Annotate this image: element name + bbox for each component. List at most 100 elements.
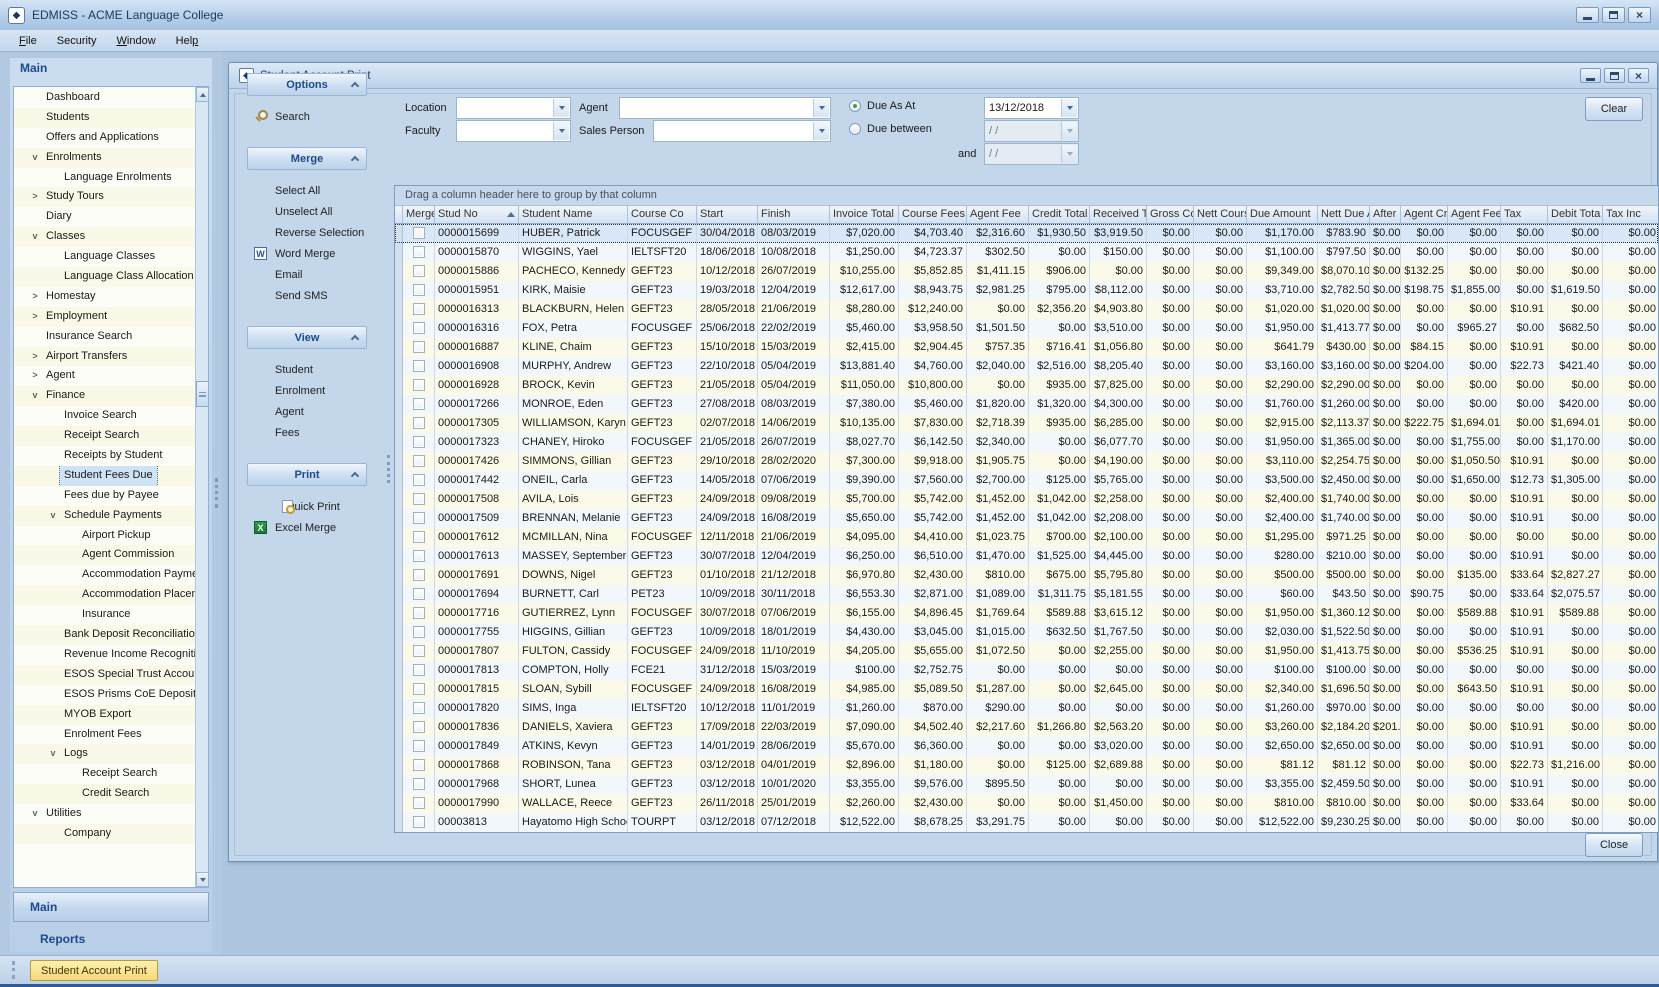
tree-item-study-tours[interactable]: > Study Tours — [14, 187, 208, 208]
column-header-merge[interactable]: Merge — [403, 206, 435, 223]
merge-checkbox[interactable] — [412, 227, 425, 239]
panel-item-quick-print[interactable]: Quick Print — [247, 496, 367, 517]
menu-help[interactable]: Help — [175, 34, 199, 47]
tree-item-schedule-payments[interactable]: v Schedule Payments — [14, 505, 208, 526]
tree-item-company[interactable]: Company — [14, 823, 208, 844]
panel-item-enrolment[interactable]: Enrolment — [247, 380, 367, 401]
clear-button[interactable]: Clear — [1585, 97, 1643, 121]
tree-item-utilities[interactable]: v Utilities — [14, 804, 208, 824]
tree-item-homestay[interactable]: > Homestay — [14, 287, 208, 307]
merge-checkbox[interactable] — [412, 341, 425, 353]
panel-item-fees[interactable]: Fees — [247, 422, 367, 443]
merge-checkbox[interactable] — [412, 436, 425, 448]
merge-checkbox[interactable] — [412, 626, 425, 638]
merge-checkbox[interactable] — [412, 512, 425, 524]
close-form-button[interactable]: Close — [1585, 833, 1643, 857]
scrollbar-thumb[interactable] — [196, 381, 208, 407]
column-header-course-co[interactable]: Course Co — [628, 206, 697, 223]
tree-item-receipt-search[interactable]: Receipt Search — [14, 426, 208, 447]
merge-checkbox[interactable] — [412, 702, 425, 714]
merge-checkbox[interactable] — [412, 379, 425, 391]
table-row[interactable]: 0000016928 BROCK, Kevin GEFT23 21/05/2018 05… — [395, 376, 1658, 395]
table-row[interactable]: 0000016908 MURPHY, Andrew GEFT23 22/10/2018… — [395, 357, 1658, 376]
table-row[interactable]: 0000017426 SIMMONS, Gillian GEFT23 29/10/20… — [395, 452, 1658, 471]
panel-item-send-sms[interactable]: Send SMS — [247, 285, 367, 306]
tree-item-accommodation-payment[interactable]: Accommodation Payment — [14, 565, 208, 585]
merge-checkbox[interactable] — [412, 360, 425, 372]
tree-item-classes[interactable]: v Classes — [14, 227, 208, 248]
merge-checkbox[interactable] — [412, 588, 425, 600]
tree-item-bank-deposit-reconciliation[interactable]: Bank Deposit Reconciliation — [14, 625, 208, 645]
panel-item-excel-merge[interactable]: Excel Merge — [247, 517, 367, 538]
table-row[interactable]: 0000017820 SIMS, Inga IELTSFT20 10/12/2018 1… — [395, 699, 1658, 718]
tree-item-finance[interactable]: v Finance — [14, 386, 208, 407]
group-by-band[interactable]: Drag a column header here to group by th… — [395, 186, 1658, 206]
tree-item-language-class-allocation[interactable]: Language Class Allocation — [14, 267, 208, 287]
table-row[interactable]: 0000016316 FOX, Petra FOCUSGEF 25/06/2018 22… — [395, 319, 1658, 338]
table-row[interactable]: 0000017807 FULTON, Cassidy FOCUSGEF 24/09/2… — [395, 642, 1658, 661]
column-header-agent-fee[interactable]: Agent Fee — [1448, 206, 1501, 223]
panel-splitter[interactable] — [387, 455, 390, 483]
tree-scrollbar[interactable] — [195, 87, 208, 887]
tree-item-credit-search[interactable]: Credit Search — [14, 784, 208, 805]
table-row[interactable]: 0000017442 ONEIL, Carla GEFT23 14/05/2018 07… — [395, 471, 1658, 490]
panel-header-view[interactable]: View — [247, 326, 367, 349]
tree-item-fees-due-by-payee[interactable]: Fees due by Payee — [14, 486, 208, 506]
table-row[interactable]: 0000017716 GUTIERREZ, Lynn FOCUSGEF 30/07/2… — [395, 604, 1658, 623]
column-header-course-fees[interactable]: Course Fees — [899, 206, 967, 223]
table-row[interactable]: 0000017694 BURNETT, Carl PET23 10/09/2018 30… — [395, 585, 1658, 604]
merge-checkbox[interactable] — [412, 531, 425, 543]
merge-checkbox[interactable] — [412, 246, 425, 258]
column-header-nett-cours[interactable]: Nett Cours — [1194, 206, 1247, 223]
child-restore-button[interactable] — [1604, 68, 1625, 83]
tree-item-airport-pickup[interactable]: Airport Pickup — [14, 526, 208, 546]
table-row[interactable]: 0000017305 WILLIAMSON, Karyn GEFT23 02/07/2… — [395, 414, 1658, 433]
merge-checkbox[interactable] — [412, 721, 425, 733]
table-row[interactable]: 0000017849 ATKINS, Kevyn GEFT23 14/01/2019 2… — [395, 737, 1658, 756]
merge-checkbox[interactable] — [412, 759, 425, 771]
tree-item-receipts-by-student[interactable]: Receipts by Student — [14, 446, 208, 466]
merge-checkbox[interactable] — [412, 645, 425, 657]
merge-checkbox[interactable] — [412, 797, 425, 809]
sales-person-select[interactable] — [653, 120, 831, 142]
table-row[interactable]: 0000016887 KLINE, Chaim GEFT23 15/10/2018 15… — [395, 338, 1658, 357]
tree-item-logs[interactable]: v Logs — [14, 744, 208, 765]
tree-item-enrolments[interactable]: v Enrolments — [14, 147, 208, 168]
table-row[interactable]: 0000017266 MONROE, Eden GEFT23 27/08/2018 08… — [395, 395, 1658, 414]
panel-item-reverse-selection[interactable]: Reverse Selection — [247, 222, 367, 243]
menu-window[interactable]: Window — [116, 34, 156, 47]
open-window-tab[interactable]: Student Account Print — [30, 960, 158, 981]
merge-checkbox[interactable] — [412, 398, 425, 410]
merge-checkbox[interactable] — [412, 284, 425, 296]
table-row[interactable]: 0000017323 CHANEY, Hiroko FOCUSGEF 21/05/20… — [395, 433, 1658, 452]
due-as-at-radio[interactable] — [849, 100, 861, 112]
panel-item-search[interactable]: Search — [247, 106, 367, 127]
tree-item-esos-prisms-coe-deposit-export[interactable]: ESOS Prisms CoE Deposit Export — [14, 685, 208, 705]
panel-item-word-merge[interactable]: Word Merge — [247, 243, 367, 264]
column-header-agent-fee[interactable]: Agent Fee — [967, 206, 1029, 223]
merge-checkbox[interactable] — [412, 493, 425, 505]
sidebar-section-reports[interactable]: Reports — [40, 932, 86, 946]
minimize-button[interactable] — [1576, 7, 1599, 23]
column-header-stud-no[interactable]: Stud No — [435, 206, 519, 223]
column-header-start[interactable]: Start — [697, 206, 758, 223]
panel-item-student[interactable]: Student — [247, 359, 367, 380]
child-close-button[interactable]: × — [1628, 68, 1649, 83]
column-header-due-amount[interactable]: Due Amount — [1247, 206, 1318, 223]
tree-item-dashboard[interactable]: Dashboard — [14, 88, 208, 108]
tree-item-accommodation-placement[interactable]: Accommodation Placement — [14, 585, 208, 606]
tree-item-offers-and-applications[interactable]: Offers and Applications — [14, 128, 208, 148]
panel-header-options[interactable]: Options — [247, 73, 367, 96]
column-header-student-name[interactable]: Student Name — [519, 206, 628, 223]
panel-item-unselect-all[interactable]: Unselect All — [247, 201, 367, 222]
column-header-received-t[interactable]: Received T — [1090, 206, 1147, 223]
tree-item-diary[interactable]: Diary — [14, 207, 208, 227]
table-row[interactable]: 0000015699 HUBER, Patrick FOCUSGEF 30/04/20… — [395, 224, 1658, 243]
tree-item-student-fees-due[interactable]: Student Fees Due — [14, 465, 208, 486]
tree-item-agent-commission[interactable]: Agent Commission — [14, 545, 208, 566]
tree-item-insurance-search[interactable]: Insurance Search — [14, 327, 208, 347]
merge-checkbox[interactable] — [412, 303, 425, 315]
table-row[interactable]: 0000017613 MASSEY, September GEFT23 30/07/2… — [395, 547, 1658, 566]
sidebar-splitter[interactable] — [212, 58, 222, 952]
merge-checkbox[interactable] — [412, 816, 425, 828]
